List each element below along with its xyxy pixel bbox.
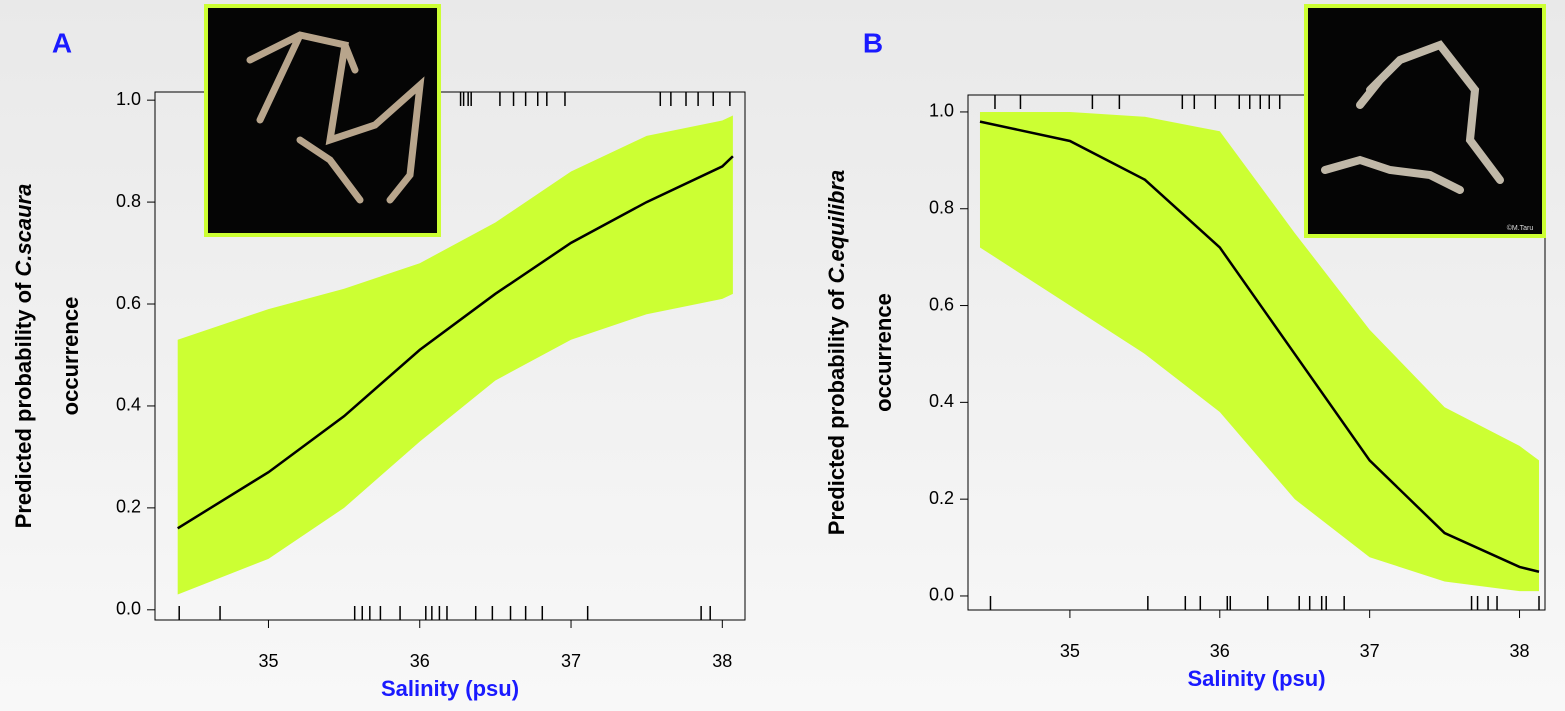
y-tick-label: 0.6 (116, 293, 141, 313)
photo-credit: ©M.Taru (1507, 224, 1534, 232)
confidence-band (177, 115, 733, 595)
x-axis-label: Salinity (psu) (381, 676, 519, 701)
plot-frame (967, 94, 1546, 611)
panel: 0.0 0.2 0.4 0.6 0.8 1.0 35 36 37 38 Salinity (psu)… (11, 27, 746, 701)
x-tick-label: 36 (410, 651, 430, 671)
panel: 0.0 0.2 0.4 0.6 0.8 1.0 35 36 37 38 Salinity (psu)… (824, 27, 1546, 691)
y-tick-label: 0.0 (929, 585, 954, 605)
confidence-band (979, 111, 1540, 592)
y-axis-label-species: C.equilibra (824, 170, 849, 284)
y-axis-label: Predicted probability of C.equilibra (824, 170, 849, 535)
y-tick-label: 0.4 (929, 391, 954, 411)
y-tick-label: 0.0 (116, 599, 141, 619)
panel-label: A (52, 27, 72, 58)
photo-a (204, 4, 441, 237)
y-tick-label: 0.2 (116, 497, 141, 517)
y-axis-label-species: C.scaura (11, 184, 36, 277)
y-tick-label: 1.0 (116, 89, 141, 109)
y-axis-label-text: Predicted probability of (11, 282, 36, 528)
plots: 0.0 0.2 0.4 0.6 0.8 1.0 35 36 37 38 Salinity (psu)… (11, 27, 1546, 701)
y-axis-label-text: Predicted probability of (824, 289, 849, 535)
y-axis-label: Predicted probability of C.scaura (11, 184, 36, 529)
fit-line (177, 155, 734, 530)
x-tick-label: 36 (1210, 641, 1230, 661)
x-tick-label: 37 (1360, 641, 1380, 661)
x-tick-label: 38 (1510, 641, 1530, 661)
y-axis-label-line2: occurrence (871, 293, 896, 412)
y-tick-label: 0.2 (929, 488, 954, 508)
x-tick-label: 35 (1060, 641, 1080, 661)
panel-label: B (863, 27, 883, 58)
photo-b (1304, 4, 1546, 238)
x-tick-label: 37 (561, 651, 581, 671)
x-tick-label: 38 (712, 651, 732, 671)
y-tick-label: 0.6 (929, 294, 954, 314)
y-axis-label-line2: occurrence (58, 297, 83, 416)
y-tick-label: 0.4 (116, 395, 141, 415)
x-axis-label: Salinity (psu) (1187, 666, 1325, 691)
y-tick-label: 1.0 (929, 101, 954, 121)
x-tick-label: 35 (258, 651, 278, 671)
y-tick-label: 0.8 (116, 191, 141, 211)
y-tick-label: 0.8 (929, 197, 954, 217)
fit-line (979, 120, 1540, 573)
plot-frame (154, 91, 746, 621)
